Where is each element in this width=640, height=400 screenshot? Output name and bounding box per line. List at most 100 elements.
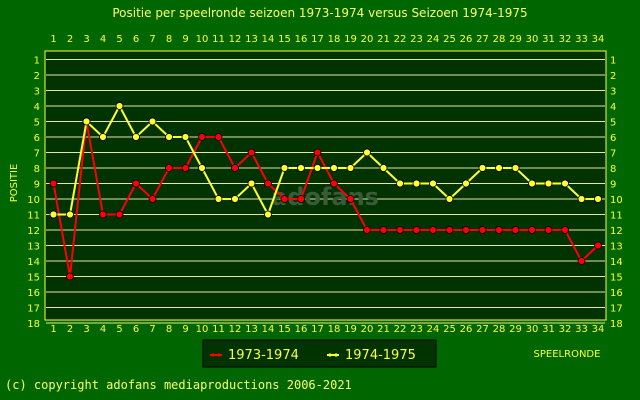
y-tick-label: 14 [27,257,40,268]
x-tick-label: 13 [245,324,258,335]
data-point [132,133,140,141]
x-tick-label: 32 [559,324,572,335]
x-tick-label: 23 [410,34,423,45]
x-tick-label: 29 [509,324,522,335]
x-tick-label: 7 [149,34,155,45]
x-tick-label: 34 [592,34,605,45]
x-tick-label: 5 [116,34,122,45]
y-tick-label: 12 [610,226,623,237]
y-tick-label: 3 [610,87,616,98]
data-point [544,179,553,188]
x-tick-label: 1 [50,324,56,335]
y-tick-label: 7 [610,149,616,160]
data-point [577,195,586,203]
x-tick-label: 4 [100,34,106,45]
x-tick-label: 1 [50,34,56,45]
data-point [49,210,58,219]
data-point [214,195,223,203]
y-tick-label: 6 [34,133,40,144]
data-point [478,164,487,172]
x-tick-label: 24 [427,324,440,335]
y-tick-label: 15 [610,273,623,284]
data-point [379,164,388,172]
x-tick-labels-bottom: 1 2 3 4 5 6 7 8 9 10 11 12 13 14 15 16 17 18 19 20 21 22 23 24 2… [50,324,604,335]
x-tick-label: 21 [377,324,390,335]
legend-marker [217,353,221,357]
y-tick-label: 1 [34,56,40,67]
data-point [264,179,272,188]
x-tick-label: 25 [443,324,456,335]
y-tick-label: 5 [34,118,40,129]
x-tick-label: 23 [410,324,423,335]
x-tick-label: 34 [592,324,605,335]
data-point [115,102,124,110]
data-point [396,179,404,188]
copyright-text: (c) copyright adofans mediaproductions 2… [5,378,352,392]
x-tick-label: 13 [245,34,258,45]
data-point [544,226,553,234]
data-point [412,179,421,188]
x-tick-label: 5 [116,324,122,335]
data-point [66,272,74,281]
x-tick-label: 28 [493,34,506,45]
data-point [528,179,536,188]
y-tick-label: 1 [610,56,616,67]
legend [202,339,437,368]
data-point [148,195,157,203]
x-tick-label: 3 [83,34,89,45]
x-tick-label: 19 [344,34,357,45]
data-point [363,148,371,157]
data-point [330,179,338,188]
series-line [53,103,598,217]
x-tick-label: 17 [311,324,324,335]
data-point [577,257,586,265]
data-point [115,210,124,219]
x-tick-label: 10 [196,34,209,45]
data-point [66,210,74,219]
data-point [49,179,58,188]
x-tick-label: 32 [559,34,572,45]
y-tick-label: 4 [610,102,616,113]
legend-items: 1973-1974 1974-1975 [210,348,416,363]
x-tick-label: 24 [427,34,440,45]
x-tick-label: 16 [295,324,308,335]
x-tick-label: 31 [542,34,555,45]
data-point [594,241,602,250]
y-tick-label: 10 [27,195,40,206]
x-tick-label: 8 [166,324,172,335]
x-tick-label: 25 [443,34,456,45]
y-tick-label: 13 [610,242,623,253]
x-tick-label: 27 [476,324,489,335]
y-tick-label: 18 [27,319,40,330]
legend-label: 1973-1974 [228,348,299,363]
series-group [49,102,602,281]
x-tick-label: 6 [133,34,139,45]
data-point [82,117,91,126]
x-tick-label: 6 [133,324,139,335]
x-tick-label: 11 [212,34,225,45]
data-point [297,164,305,172]
data-point [214,133,223,141]
data-point [445,226,454,234]
data-point [561,226,569,234]
data-point [330,164,338,172]
x-tick-label: 33 [575,324,588,335]
data-point [346,164,355,172]
x-tick-label: 10 [196,324,209,335]
y-tick-label: 4 [34,102,40,113]
x-tick-label: 11 [212,324,225,335]
data-point [511,226,520,234]
data-point [462,179,470,188]
series-1974-1975 [49,102,602,219]
legend-label: 1974-1975 [345,348,416,363]
x-tick-label: 8 [166,34,172,45]
data-point [561,179,569,188]
data-point [198,133,206,141]
x-tick-label: 28 [493,324,506,335]
y-tick-label: 11 [27,211,40,222]
data-point [132,179,140,188]
